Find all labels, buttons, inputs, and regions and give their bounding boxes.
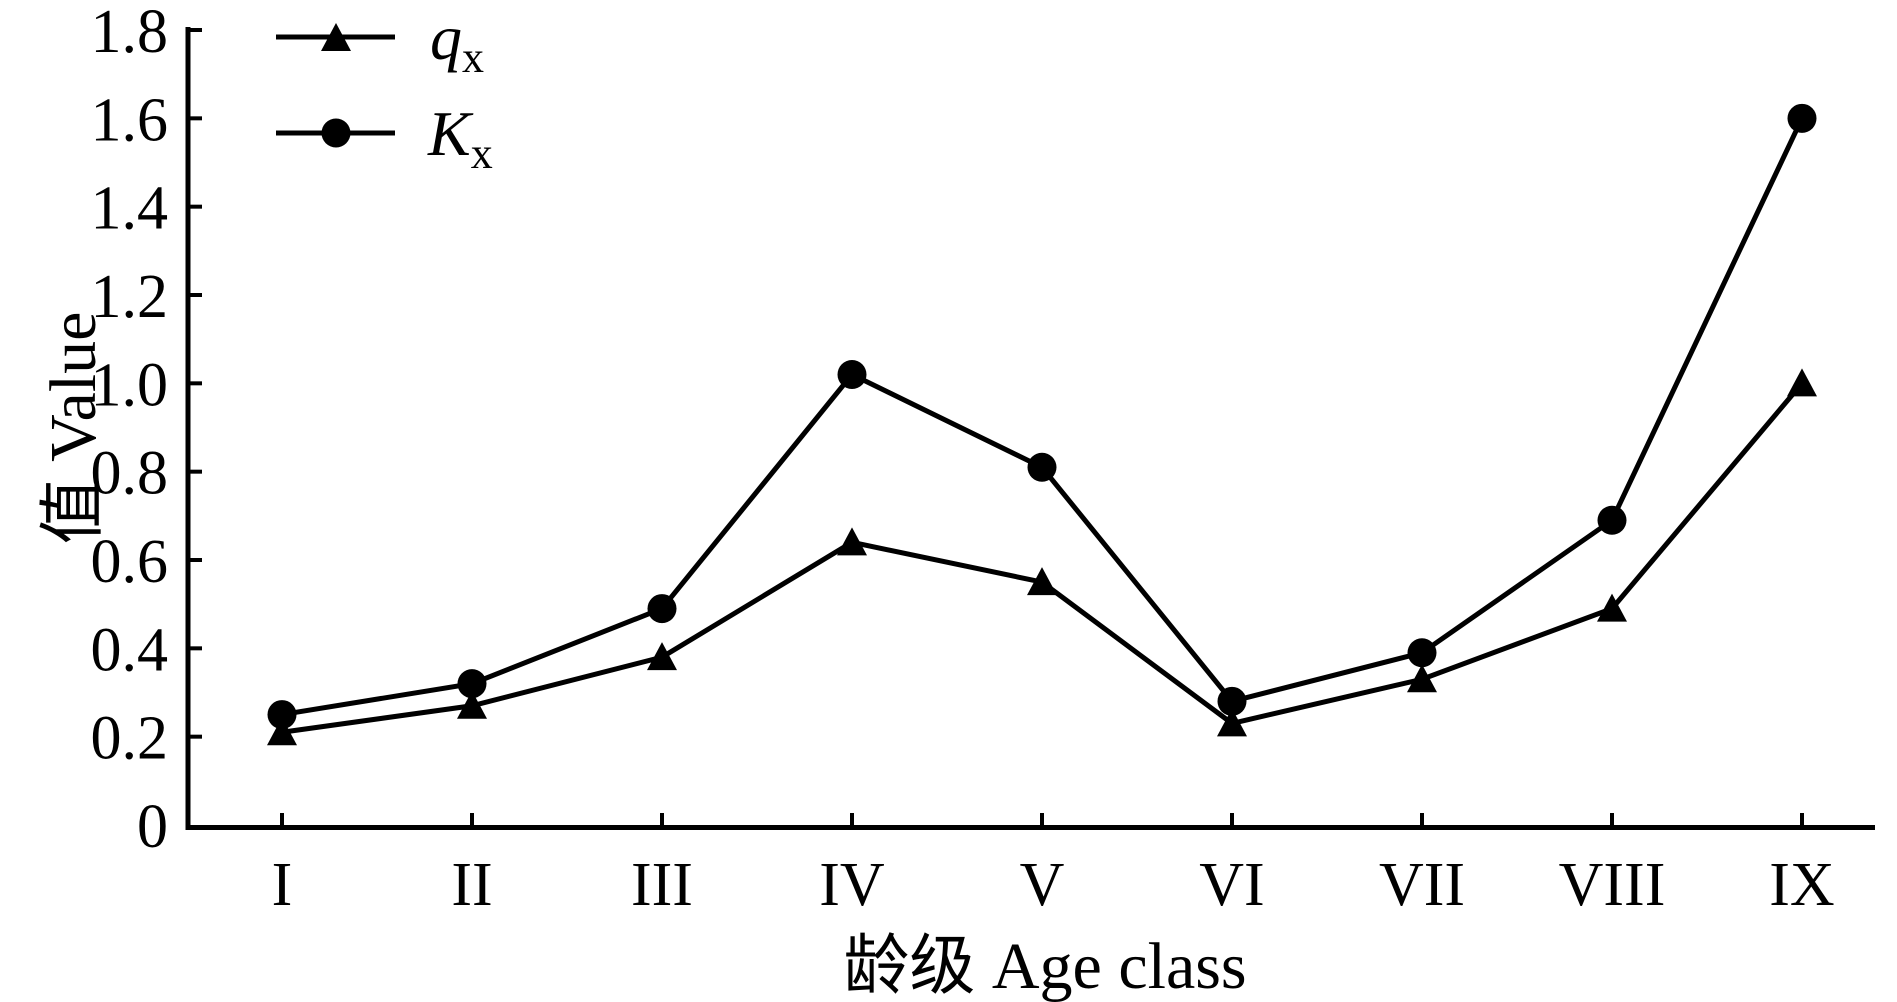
marker-triangle-q_x-VII (1407, 664, 1437, 693)
marker-circle-K_x-IX (1787, 103, 1817, 133)
marker-triangle-q_x-V (1027, 567, 1057, 596)
marker-triangle-q_x-VIII (1597, 593, 1627, 622)
marker-circle-K_x-VIII (1597, 505, 1627, 535)
x-tick-label: II (451, 851, 492, 919)
marker-triangle-q_x-III (647, 642, 677, 671)
marker-circle-K_x-VII (1407, 638, 1437, 668)
x-tick-label: IV (819, 851, 885, 919)
y-axis-title: 值 Value (37, 312, 110, 545)
x-tick-label: I (272, 851, 293, 919)
marker-triangle-q_x-IX (1787, 368, 1817, 397)
x-tick-label: III (631, 851, 693, 919)
legend-label-kx: Kx (427, 98, 493, 178)
marker-triangle-q_x-II (457, 690, 487, 719)
legend: qx Kx (276, 2, 493, 178)
marker-circle-K_x-II (457, 669, 487, 699)
y-tick-label: 0.2 (91, 705, 169, 773)
legend-triangle-icon (321, 23, 351, 51)
marker-triangle-q_x-VI (1217, 708, 1247, 737)
marker-circle-K_x-III (647, 594, 677, 624)
y-tick-label: 1.2 (91, 263, 169, 331)
marker-triangle-q_x-IV (837, 527, 867, 556)
marker-circle-K_x-I (267, 700, 297, 730)
x-tick-label: VII (1379, 851, 1465, 919)
y-tick-label: 0.6 (91, 528, 169, 596)
y-tick-label: 1.4 (91, 175, 169, 243)
x-axis-title: 龄级 Age class (843, 930, 1246, 1002)
legend-label-qx: qx (430, 2, 484, 82)
legend-entry-kx: Kx (276, 98, 493, 178)
y-tick-label: 0.4 (91, 616, 169, 684)
y-tick-label: 1.0 (91, 351, 169, 419)
x-tick-label: VIII (1559, 851, 1666, 919)
legend-entry-qx: qx (276, 2, 484, 82)
y-tick-label: 0 (137, 793, 168, 861)
series-q_x-line (281, 381, 1804, 735)
y-tick-label: 1.8 (91, 0, 169, 66)
y-tick-label: 1.6 (91, 86, 169, 154)
x-tick-label: VI (1199, 851, 1264, 919)
legend-circle-icon (321, 118, 351, 148)
marker-circle-K_x-V (1027, 452, 1057, 482)
x-tick-label: IX (1769, 851, 1834, 919)
y-tick-label: 0.8 (91, 440, 169, 508)
marker-triangle-q_x-I (267, 717, 297, 746)
marker-circle-K_x-IV (837, 360, 867, 389)
x-tick-label: V (1020, 851, 1065, 919)
marker-circle-K_x-VI (1217, 686, 1247, 716)
chart-generated-layer: 00.20.40.60.81.01.21.41.61.8I II III IV V VI V… (91, 0, 1875, 919)
